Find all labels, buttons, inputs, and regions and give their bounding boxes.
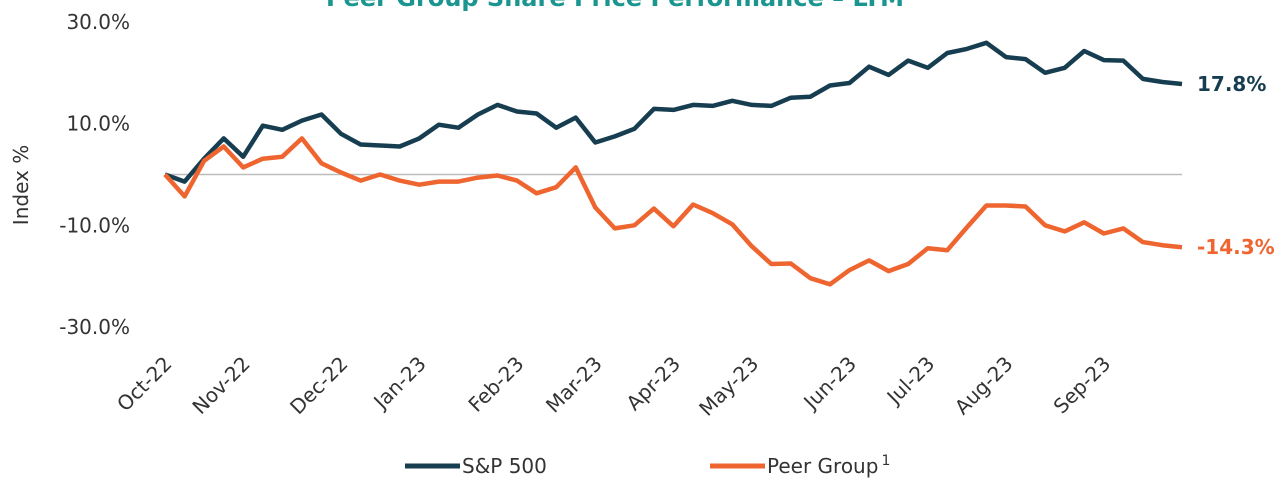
x-tick-label: Sep-23 bbox=[1049, 352, 1116, 419]
x-tick-label: Apr-23 bbox=[621, 352, 685, 416]
legend-name: S&P 500 bbox=[462, 454, 547, 478]
x-tick-label: Oct-22 bbox=[112, 352, 177, 417]
y-axis-label: Index % bbox=[9, 145, 33, 225]
x-tick-label: Jan-23 bbox=[367, 352, 430, 415]
x-tick-label: Jun-23 bbox=[797, 352, 861, 416]
x-tick-label: Feb-23 bbox=[463, 352, 528, 417]
x-tick-label: Aug-23 bbox=[950, 352, 1018, 420]
end-label: 17.8% bbox=[1197, 72, 1266, 96]
legend-label: Peer Group 1 bbox=[767, 453, 890, 478]
legend-label: S&P 500 bbox=[462, 454, 547, 478]
x-tick-label: Mar-23 bbox=[541, 352, 607, 418]
x-tick-label: Dec-22 bbox=[285, 352, 352, 419]
y-tick-label: -30.0% bbox=[59, 315, 130, 339]
x-tick-label: May-23 bbox=[694, 352, 763, 421]
x-tick-label: Nov-22 bbox=[187, 352, 254, 419]
legend-footnote: 1 bbox=[881, 453, 890, 469]
y-tick-label: 10.0% bbox=[66, 112, 130, 136]
legend-name: Peer Group bbox=[767, 454, 878, 478]
chart-title: Peer Group Share Price Performance – LTM bbox=[326, 0, 904, 12]
y-tick-label: 30.0% bbox=[66, 10, 130, 34]
y-tick-label: -10.0% bbox=[59, 213, 130, 237]
series-line bbox=[164, 40, 1183, 184]
series-line bbox=[163, 136, 1183, 287]
end-label: -14.3% bbox=[1197, 235, 1275, 259]
x-tick-label: Jul-23 bbox=[881, 352, 940, 411]
